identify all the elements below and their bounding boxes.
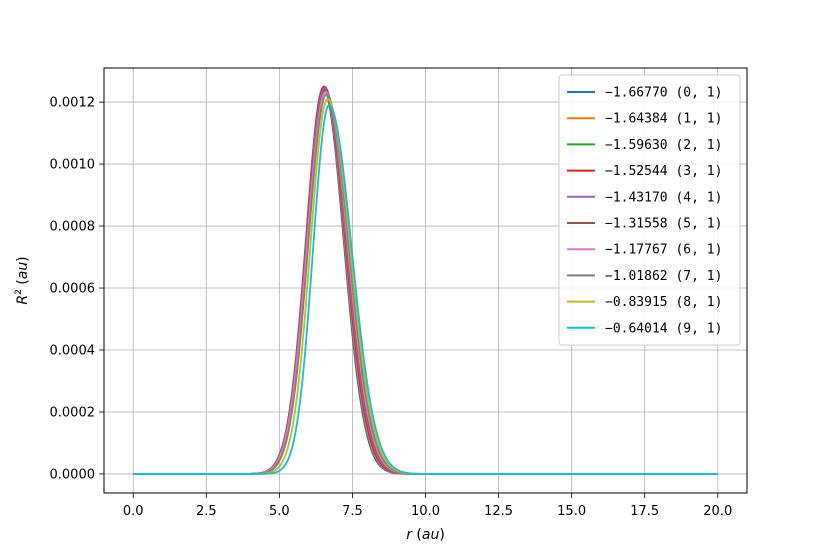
y-tick-label: 0.0004 <box>50 343 96 358</box>
y-axis-label: R2 (au) <box>14 256 31 304</box>
y-tick-label: 0.0000 <box>50 467 96 482</box>
legend-entry: −1.52544 (3, 1) <box>605 164 722 179</box>
x-tick-label: 2.5 <box>196 504 217 519</box>
legend-entry: −0.83915 (8, 1) <box>605 295 722 310</box>
x-tick-label: 10.0 <box>411 504 440 519</box>
series-line <box>133 104 718 475</box>
legend-entry: −1.43170 (4, 1) <box>605 190 722 205</box>
legend-entry: −1.31558 (5, 1) <box>605 217 722 232</box>
x-tick-label: 17.5 <box>630 504 659 519</box>
y-tick-label: 0.0010 <box>50 158 96 173</box>
legend-entry: −1.59630 (2, 1) <box>605 138 722 153</box>
x-tick-label: 15.0 <box>557 504 586 519</box>
legend-entry: −0.64014 (9, 1) <box>605 321 722 336</box>
ticks: 0.0 2.5 5.0 7.5 10.0 12.5 15.0 17.5 20.0 0.0000 0.… <box>50 96 733 519</box>
y-tick-label: 0.0012 <box>50 96 96 111</box>
x-tick-label: 12.5 <box>484 504 513 519</box>
legend-box <box>558 74 741 346</box>
x-axis-label: r (au) <box>406 527 445 543</box>
y-tick-label: 0.0008 <box>50 220 96 235</box>
legend-entry: −1.01862 (7, 1) <box>605 269 722 284</box>
x-tick-label: 0.0 <box>123 504 144 519</box>
legend: −1.66770 (0, 1) −1.64384 (1, 1) −1.59630 (… <box>558 74 741 346</box>
legend-entry: −1.17767 (6, 1) <box>605 243 722 258</box>
y-tick-label: 0.0002 <box>50 405 96 420</box>
y-tick-label: 0.0006 <box>50 282 96 297</box>
legend-entry: −1.64384 (1, 1) <box>605 112 722 127</box>
x-tick-label: 20.0 <box>703 504 732 519</box>
legend-entry: −1.66770 (0, 1) <box>605 86 722 101</box>
x-tick-label: 7.5 <box>342 504 363 519</box>
x-tick-label: 5.0 <box>269 504 290 519</box>
series-layer <box>133 85 718 475</box>
